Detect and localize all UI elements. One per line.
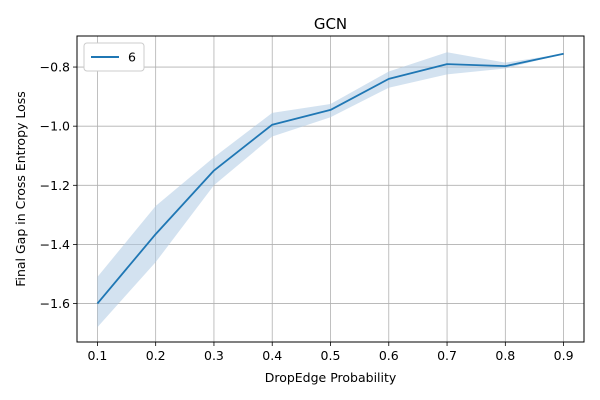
- y-axis-label: Final Gap in Cross Entropy Loss: [13, 91, 28, 287]
- y-tick-label: −1.4: [40, 237, 70, 252]
- confidence-band: [97, 52, 564, 328]
- y-tick-label: −1.0: [40, 119, 70, 134]
- x-tick-label: 0.7: [437, 348, 457, 363]
- x-tick-label: 0.4: [262, 348, 282, 363]
- x-tick-label: 0.6: [379, 348, 399, 363]
- x-axis-label: DropEdge Probability: [265, 370, 397, 385]
- x-tick-label: 0.3: [204, 348, 224, 363]
- x-tick-label: 0.9: [554, 348, 574, 363]
- band-layer: [97, 52, 564, 328]
- x-tick-label: 0.5: [321, 348, 341, 363]
- legend: 6: [83, 42, 145, 72]
- x-tick-label: 0.2: [146, 348, 166, 363]
- y-tick-label: −1.2: [40, 178, 70, 193]
- y-axis-ticks: −1.6 −1.4 −1.2 −1.0 −0.8: [40, 60, 77, 311]
- grid-layer: [77, 36, 584, 342]
- x-axis-ticks: 0.1 0.2 0.3 0.4 0.5 0.6 0.7 0.8 0.9: [87, 342, 574, 363]
- legend-label: 6: [128, 50, 136, 65]
- series-line: [96, 52, 564, 305]
- y-tick-label: −1.6: [40, 296, 70, 311]
- x-tick-label: 0.1: [87, 348, 107, 363]
- line-layer: [96, 52, 564, 305]
- x-tick-label: 0.8: [495, 348, 515, 363]
- chart-title: GCN: [314, 15, 347, 33]
- y-tick-label: −0.8: [40, 60, 70, 75]
